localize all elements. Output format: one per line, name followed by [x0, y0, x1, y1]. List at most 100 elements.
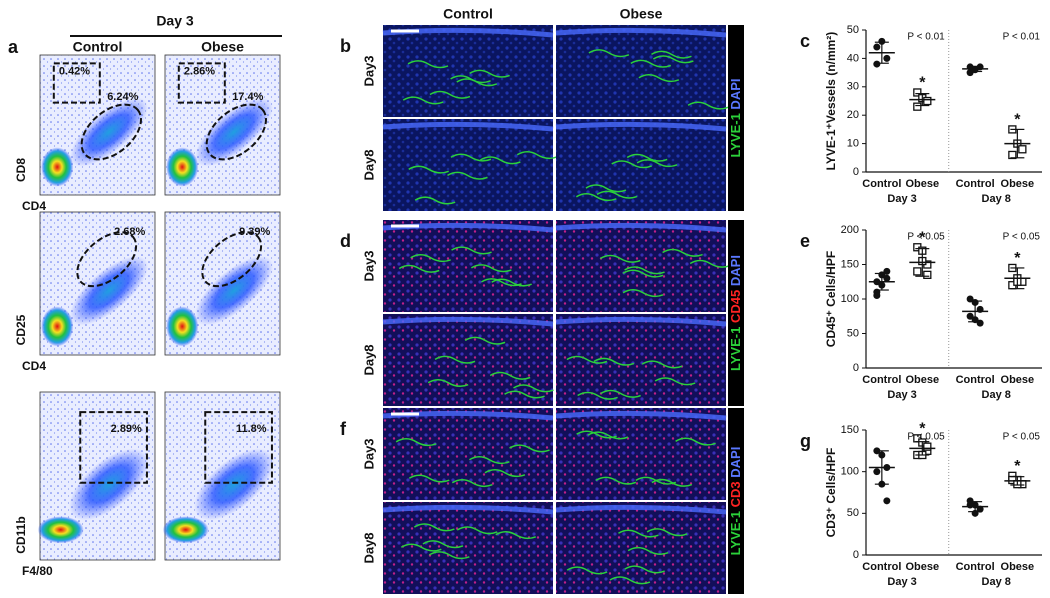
vessel — [484, 469, 526, 478]
gate — [177, 62, 226, 104]
epidermis — [382, 504, 554, 515]
gate — [80, 103, 142, 161]
row-label: Day3 — [361, 438, 376, 469]
axis-label: CD8 — [14, 158, 28, 182]
significance: * — [1014, 458, 1021, 475]
group-label: Day 8 — [982, 576, 1011, 588]
vessel — [687, 101, 729, 110]
vessel — [595, 476, 637, 485]
panel-label: g — [800, 431, 811, 451]
row-label: Day8 — [361, 532, 376, 563]
vessel — [638, 74, 680, 83]
y-tick-label: 50 — [847, 327, 859, 339]
y-tick-label: 20 — [847, 109, 859, 121]
population-smear — [69, 448, 149, 521]
x-tick-label: Control — [956, 374, 995, 386]
micrograph — [383, 408, 553, 500]
stain-name: DAPI — [728, 447, 743, 478]
x-tick-label: Obese — [1001, 374, 1035, 386]
stain-name: LYVE-1 — [728, 327, 743, 371]
population-smear — [194, 97, 274, 167]
stain-legend: LYVE-1 CD45 DAPI — [728, 255, 743, 371]
row-label: Day8 — [361, 149, 376, 180]
stain-name: DAPI — [728, 255, 743, 286]
epidermis — [382, 316, 554, 327]
point — [966, 312, 974, 320]
x-tick-label: Obese — [905, 374, 939, 386]
axis-label: CD4 — [22, 359, 46, 373]
epidermis — [555, 121, 727, 132]
point — [873, 292, 881, 300]
vessel — [575, 193, 617, 202]
group-label: Day 3 — [887, 576, 916, 588]
row-label: Day3 — [361, 250, 376, 281]
vessel — [588, 49, 630, 58]
group-label: Day 8 — [982, 389, 1011, 401]
y-axis-label: LYVE-1⁺Vessels (n/mm²) — [824, 32, 838, 171]
y-axis-label: CD45⁺ Cells/HPF — [824, 251, 838, 347]
gate-percent: 2.68% — [114, 226, 145, 238]
point — [873, 60, 881, 68]
x-tick-label: Control — [862, 561, 901, 573]
vessel — [600, 389, 641, 398]
vessel — [481, 278, 522, 287]
gate — [52, 62, 101, 104]
gate-percent: 6.24% — [107, 91, 138, 103]
vessel — [469, 69, 510, 78]
stain-name: LYVE-1 — [728, 511, 743, 555]
point — [1008, 150, 1017, 160]
micrograph — [556, 220, 726, 312]
row-label: Day3 — [361, 55, 376, 86]
gate-percent: 9.39% — [239, 226, 270, 238]
vessel — [422, 540, 464, 549]
vessel — [414, 523, 455, 532]
vessel — [516, 151, 558, 160]
panel-label: a — [8, 37, 19, 57]
vessel — [576, 430, 617, 439]
vessel — [400, 543, 442, 552]
stain-bar — [728, 408, 744, 594]
vessel — [618, 529, 659, 538]
axis-label: CD11b — [14, 516, 28, 553]
vessel — [489, 371, 531, 380]
y-tick-label: 50 — [847, 24, 859, 36]
vessel — [624, 266, 665, 275]
y-tick-label: 150 — [841, 258, 859, 270]
stain-bar — [728, 25, 744, 211]
significance: * — [919, 229, 926, 246]
stain-name: LYVE-1 — [728, 113, 743, 157]
vessel — [509, 444, 550, 453]
vessel — [450, 75, 491, 84]
population-core — [162, 516, 209, 544]
y-tick-label: 50 — [847, 507, 859, 519]
vessel — [624, 565, 665, 574]
vessel — [434, 355, 476, 364]
y-tick-label: 30 — [847, 81, 859, 93]
panel-label: e — [800, 231, 810, 251]
vessel — [407, 60, 449, 69]
y-tick-label: 150 — [841, 424, 859, 436]
population-smear — [194, 448, 274, 521]
panel-label: c — [800, 31, 810, 51]
y-tick-label: 0 — [853, 549, 859, 561]
p-value: P < 0.05 — [1003, 432, 1041, 443]
x-tick-label: Control — [956, 178, 995, 190]
epidermis — [555, 222, 727, 233]
group-label: Day 8 — [982, 193, 1011, 205]
vessel — [652, 55, 694, 64]
point — [883, 274, 891, 282]
point — [966, 501, 974, 509]
axis-label: CD4 — [22, 199, 46, 213]
stain-name: CD45 — [728, 290, 743, 323]
population-core — [166, 306, 199, 347]
point — [883, 54, 891, 62]
stain-legend: LYVE-1 CD3 DAPI — [728, 447, 743, 556]
group-label: Day 3 — [887, 193, 916, 205]
vessel — [468, 455, 510, 465]
point — [878, 37, 886, 45]
vessel — [451, 246, 492, 255]
gate — [76, 231, 138, 288]
gate-percent: 17.4% — [232, 91, 263, 103]
vessel — [646, 528, 688, 537]
